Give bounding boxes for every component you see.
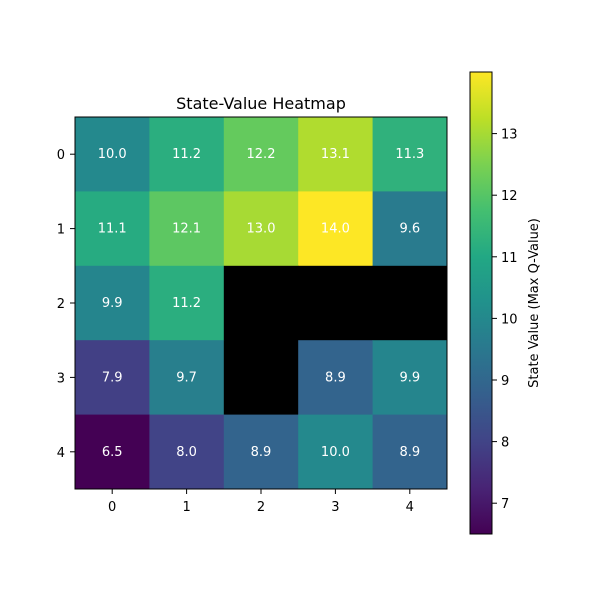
heatmap-cell-blocked xyxy=(223,340,299,416)
cell-value-label: 14.0 xyxy=(321,222,350,237)
y-tick-label: 0 xyxy=(57,148,65,163)
cell-value-label: 10.0 xyxy=(321,445,350,460)
heatmap-cells: 10.0 11.2 12.2 13.1 11.3 11.1 12.1 13.0 14.0 9.6 9… xyxy=(75,117,448,490)
colorbar-tick-label: 7 xyxy=(501,497,509,512)
x-tick-label: 2 xyxy=(257,500,265,515)
heatmap-cell xyxy=(149,265,225,341)
colorbar-tick-label: 10 xyxy=(501,312,518,327)
x-tick-label: 3 xyxy=(331,500,339,515)
cell-value-label: 7.9 xyxy=(102,370,123,385)
heatmap-cell xyxy=(298,414,374,490)
cell-value-label: 8.0 xyxy=(176,445,197,460)
heatmap-cell xyxy=(75,265,150,341)
y-tick-label: 2 xyxy=(57,297,65,312)
colorbar-tick-label: 12 xyxy=(501,189,518,204)
colorbar-tick-label: 9 xyxy=(501,374,509,389)
colorbar-tick-label: 8 xyxy=(501,436,509,451)
cell-value-label: 11.2 xyxy=(172,147,201,162)
heatmap-cell xyxy=(223,414,299,490)
cell-value-label: 9.7 xyxy=(176,370,197,385)
cell-value-label: 9.9 xyxy=(102,296,123,311)
y-tick-label: 3 xyxy=(57,371,65,386)
heatmap-cell xyxy=(298,117,374,192)
heatmap-cell xyxy=(298,340,374,416)
heatmap-cell xyxy=(75,340,150,416)
heatmap-cell xyxy=(372,414,448,490)
heatmap-cell xyxy=(149,117,225,192)
colorbar: State Value (Max Q-Value) 7 8 9 10 11 12 13 xyxy=(469,71,542,535)
cell-value-label: 13.0 xyxy=(247,222,276,237)
cell-value-label: 6.5 xyxy=(102,445,123,460)
cell-value-label: 11.3 xyxy=(395,147,424,162)
heatmap-cell xyxy=(223,191,299,267)
heatmap-cell xyxy=(75,191,150,267)
colorbar-tick-label: 11 xyxy=(501,251,518,266)
heatmap-cell xyxy=(298,191,374,267)
colorbar-label: State Value (Max Q-Value) xyxy=(527,218,542,388)
heatmap-cell-blocked xyxy=(298,265,374,341)
heatmap-cell xyxy=(149,340,225,416)
x-axis: 0 1 2 3 4 xyxy=(108,489,414,515)
chart-title: State-Value Heatmap xyxy=(176,94,346,113)
cell-value-label: 13.1 xyxy=(321,147,350,162)
heatmap-cell-blocked xyxy=(372,265,448,341)
heatmap-cell xyxy=(372,340,448,416)
heatmap-cell xyxy=(372,191,448,267)
y-tick-label: 4 xyxy=(57,446,65,461)
cell-value-label: 11.2 xyxy=(172,296,201,311)
heatmap-cell xyxy=(223,117,299,192)
cell-value-label: 9.6 xyxy=(399,222,420,237)
colorbar-tick-label: 13 xyxy=(501,128,518,143)
heatmap-cell-blocked xyxy=(223,265,299,341)
heatmap-cell xyxy=(75,414,150,490)
cell-value-label: 8.9 xyxy=(325,370,346,385)
heatmap-cell xyxy=(149,414,225,490)
y-axis: 0 1 2 3 4 xyxy=(57,148,75,461)
x-tick-label: 1 xyxy=(182,500,190,515)
x-tick-label: 0 xyxy=(108,500,116,515)
colorbar-gradient xyxy=(469,71,493,535)
heatmap-cell xyxy=(75,117,150,192)
cell-value-label: 11.1 xyxy=(98,222,127,237)
cell-value-label: 12.1 xyxy=(172,222,201,237)
cell-value-label: 9.9 xyxy=(399,370,420,385)
y-tick-label: 1 xyxy=(57,223,65,238)
x-tick-label: 4 xyxy=(406,500,414,515)
heatmap-cell xyxy=(149,191,225,267)
cell-value-label: 10.0 xyxy=(98,147,127,162)
cell-value-label: 12.2 xyxy=(247,147,276,162)
cell-value-label: 8.9 xyxy=(251,445,272,460)
cell-value-label: 8.9 xyxy=(399,445,420,460)
heatmap-cell xyxy=(372,117,448,192)
